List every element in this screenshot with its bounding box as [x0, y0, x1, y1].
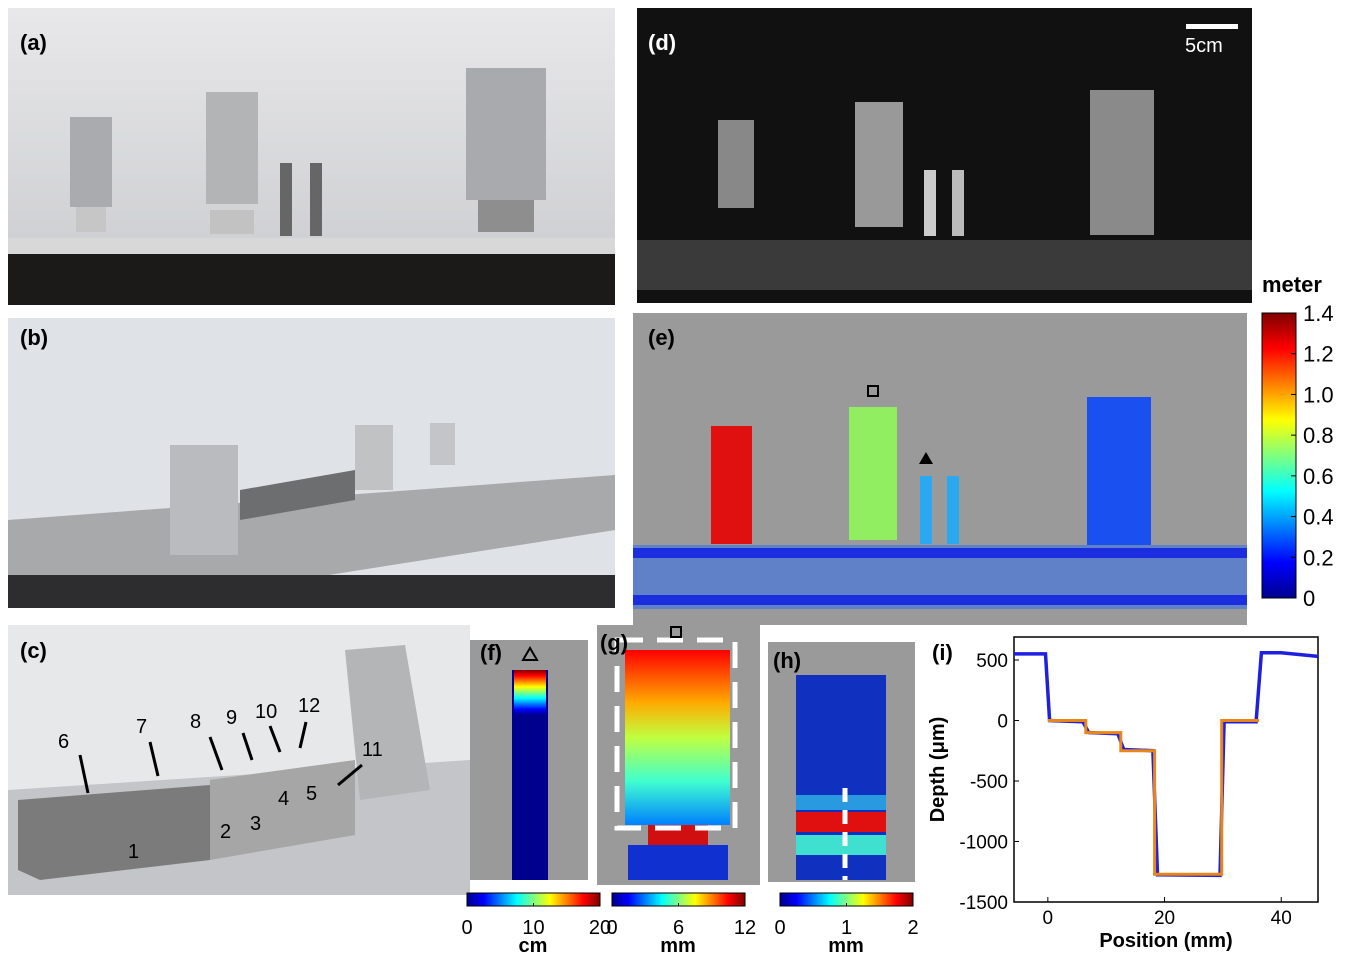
colorbar-tick-label: 2	[907, 917, 918, 939]
part-label: 6	[58, 731, 69, 753]
colorbar-tick-label: 0	[774, 917, 785, 939]
panel-label: (b)	[20, 325, 48, 350]
x-tick-label: 20	[1154, 908, 1175, 929]
scale-bar-label: 5cm	[1185, 35, 1223, 57]
depth-maps-fgh	[470, 625, 915, 885]
part-label: 4	[278, 788, 289, 810]
photo-b	[8, 318, 615, 608]
data-line	[1014, 650, 1319, 878]
part-label: 1	[128, 841, 139, 863]
y-tick-label: 0	[997, 711, 1008, 732]
y-tick-label: -1500	[959, 893, 1008, 914]
colorbar-tick-label: 0	[606, 917, 617, 939]
plot-frame	[1013, 636, 1319, 903]
part-label: 9	[226, 707, 237, 729]
part-label: 8	[190, 711, 201, 733]
panel-label: (d)	[648, 30, 676, 55]
panel-label: (a)	[20, 30, 47, 55]
colorbar-unit: mm	[660, 935, 696, 957]
photo-c	[8, 625, 470, 895]
colorbar-tick-label: 10	[522, 917, 544, 939]
x-tick-label: 0	[1043, 908, 1054, 929]
panel-label: (f)	[480, 640, 502, 665]
y-tick-label: -1000	[959, 832, 1008, 853]
colorbar-tick-label: 0	[461, 917, 472, 939]
part-label: 11	[362, 739, 383, 761]
colorbar-tick-label: 0	[1303, 586, 1315, 611]
colorbar-unit: cm	[519, 935, 548, 957]
colorbar-tick-label: 1.2	[1303, 342, 1334, 367]
photo-d	[637, 8, 1252, 303]
part-label: 10	[255, 701, 277, 723]
colorbar-tick-label: 1	[841, 917, 852, 939]
colorbar-tick-label: 0.4	[1303, 505, 1334, 530]
part-label: 5	[306, 783, 317, 805]
colorbar-tick-label: 0.2	[1303, 545, 1334, 570]
colorbar-unit: mm	[828, 935, 864, 957]
x-axis-label: Position (mm)	[1099, 930, 1232, 952]
labels: (a) (b) (c) (d) (e) (f) (g) (h) (i) 5cm …	[20, 30, 1322, 957]
colorbar-tick-label: 0.6	[1303, 464, 1334, 489]
panel-label: (e)	[648, 325, 675, 350]
photo-a	[8, 8, 615, 305]
y-axis-label: Depth (μm)	[927, 717, 949, 823]
colorbar-tick-label: 12	[734, 917, 756, 939]
panel-label: (c)	[20, 638, 47, 663]
data-line	[1047, 719, 1260, 876]
panel-label: (i)	[932, 640, 953, 665]
colorbar-tick-label: 0.8	[1303, 423, 1334, 448]
colorbar-title: meter	[1262, 272, 1322, 297]
part-label: 3	[250, 813, 261, 835]
arrows	[78, 721, 363, 794]
panel-label: (h)	[773, 648, 801, 673]
panel-label: (g)	[600, 630, 628, 655]
part-label: 12	[298, 695, 320, 717]
colorbar-tick-label: 20	[589, 917, 611, 939]
depth-map-e	[633, 313, 1247, 625]
y-tick-label: 500	[976, 651, 1008, 672]
colorbar-tick-label: 1.0	[1303, 382, 1334, 407]
part-label: 2	[220, 821, 231, 843]
y-tick-label: -500	[970, 772, 1008, 793]
x-tick-label: 40	[1271, 908, 1292, 929]
colorbars	[466, 312, 1297, 907]
part-label: 7	[136, 716, 147, 738]
colorbar-tick-label: 6	[673, 917, 684, 939]
colorbar-tick-label: 1.4	[1303, 301, 1334, 326]
